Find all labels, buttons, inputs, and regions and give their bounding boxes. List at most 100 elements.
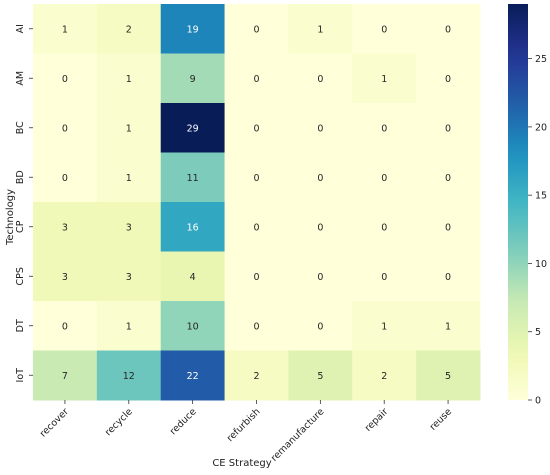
heatmap-cell — [160, 4, 226, 54]
heatmap-cell — [224, 202, 289, 252]
cell-value-label: 1 — [317, 24, 323, 35]
colorbar-tick-label: 25 — [535, 54, 547, 65]
heatmap-cell — [288, 202, 353, 252]
cell-value-label: 2 — [126, 24, 132, 35]
cell-value-label: 0 — [62, 173, 68, 184]
colorbar-tick-label: 15 — [535, 191, 547, 202]
heatmap-cell — [288, 4, 353, 54]
cell-value-label: 2 — [253, 371, 259, 382]
cell-value-label: 0 — [62, 74, 68, 85]
heatmap-cell — [288, 350, 353, 401]
x-axis-label: CE Strategy — [212, 458, 271, 469]
cell-value-label: 1 — [126, 173, 132, 184]
cell-value-label: 0 — [445, 272, 451, 283]
x-tick-label: refurbish — [225, 406, 263, 444]
heatmap-cell — [96, 251, 162, 302]
x-tick-label: reuse — [428, 406, 455, 433]
cell-value-label: 0 — [253, 24, 259, 35]
heatmap-cell — [33, 301, 98, 351]
cell-value-label: 4 — [190, 272, 196, 283]
heatmap-cell — [33, 53, 98, 104]
heatmap-cell — [352, 4, 417, 54]
y-tick-label: BC — [15, 121, 26, 134]
cell-value-label: 19 — [187, 24, 199, 35]
cell-value-label: 0 — [253, 222, 259, 233]
heatmap-cell — [352, 103, 417, 153]
colorbar — [508, 4, 528, 400]
y-tick-label: DT — [15, 319, 26, 332]
cell-value-label: 0 — [381, 272, 387, 283]
cell-value-label: 12 — [123, 371, 135, 382]
cell-value-label: 0 — [445, 222, 451, 233]
colorbar-tick-label: 0 — [535, 396, 541, 407]
cell-annotations: 1 2 19 0 1 0 00 1 9 0 0 1 00 1 29 0 0 0 00 1 11 0 0 0 03 3 16 0 0 0 03… — [62, 24, 451, 382]
cell-value-label: 0 — [381, 222, 387, 233]
heatmap-cell — [160, 251, 226, 302]
cell-value-label: 0 — [445, 24, 451, 35]
cell-value-label: 0 — [253, 123, 259, 134]
cell-value-label: 0 — [317, 321, 323, 332]
cell-value-label: 0 — [317, 173, 323, 184]
y-tick-label: BD — [15, 170, 26, 184]
heatmap-cell — [352, 251, 417, 302]
heatmap-cell — [416, 103, 481, 153]
cell-value-label: 0 — [253, 272, 259, 283]
heatmap-cell — [96, 202, 162, 252]
heatmap-cell — [416, 251, 481, 302]
heatmap-cell — [96, 4, 162, 54]
heatmap-cell — [288, 301, 353, 351]
cell-value-label: 1 — [126, 321, 132, 332]
x-tick-label: remanufacture — [269, 406, 327, 464]
cell-value-label: 0 — [381, 24, 387, 35]
y-tick-label: IoT — [15, 368, 26, 383]
cell-value-label: 0 — [381, 173, 387, 184]
cell-value-label: 7 — [62, 371, 68, 382]
x-tick-label: recycle — [103, 406, 135, 438]
cell-value-label: 0 — [317, 222, 323, 233]
cell-value-label: 0 — [62, 123, 68, 134]
heatmap-cell — [416, 350, 481, 401]
y-tick-label: AM — [15, 71, 26, 86]
heatmap-cell — [33, 202, 98, 252]
heatmap-cell — [224, 53, 289, 104]
cell-value-label: 1 — [126, 74, 132, 85]
heatmap-cell — [33, 4, 98, 54]
y-tick-label: AI — [15, 24, 26, 33]
heatmap-cell — [33, 251, 98, 302]
heatmap-cell — [160, 301, 226, 351]
heatmap-cell — [352, 53, 417, 104]
x-tick-label: reduce — [168, 406, 199, 437]
y-axis-label: Technology — [5, 189, 16, 246]
cell-value-label: 11 — [187, 173, 199, 184]
cell-value-label: 0 — [62, 321, 68, 332]
cell-value-label: 0 — [317, 74, 323, 85]
cell-value-label: 3 — [126, 222, 132, 233]
heatmap-cell — [288, 53, 353, 104]
heatmap-cell — [96, 350, 162, 401]
cell-value-label: 0 — [445, 74, 451, 85]
cell-value-label: 5 — [317, 371, 323, 382]
heatmap-cell — [33, 350, 98, 401]
cell-value-label: 3 — [62, 222, 68, 233]
heatmap-cell — [224, 350, 289, 401]
cell-value-label: 0 — [253, 173, 259, 184]
y-axis-ticks: AI AM BC BD CP CPS DT IoT — [15, 24, 33, 382]
cell-value-label: 0 — [317, 272, 323, 283]
cell-value-label: 3 — [126, 272, 132, 283]
heatmap-cell — [160, 152, 226, 203]
heatmap-cell — [160, 202, 226, 252]
cell-value-label: 16 — [187, 222, 199, 233]
colorbar-tick-label: 5 — [535, 327, 541, 338]
colorbar-tick-label: 20 — [535, 122, 547, 133]
heatmap-cell — [352, 202, 417, 252]
heatmap-cell — [416, 202, 481, 252]
heatmap-cell — [224, 301, 289, 351]
heatmap-cell — [416, 152, 481, 203]
heatmap-cell — [33, 103, 98, 153]
cell-value-label: 0 — [381, 123, 387, 134]
cell-value-label: 0 — [445, 173, 451, 184]
cell-value-label: 29 — [187, 123, 199, 134]
heatmap-cell — [160, 350, 226, 401]
heatmap-cell — [352, 350, 417, 401]
